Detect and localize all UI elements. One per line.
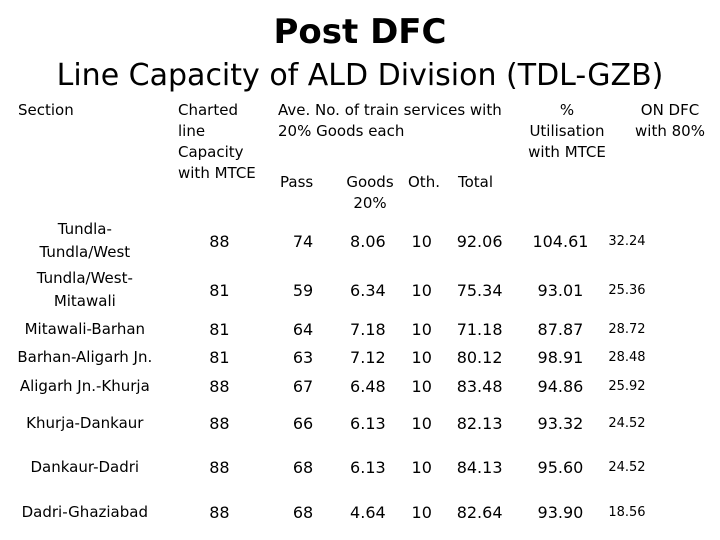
pass-cell: 68 (292, 502, 314, 522)
capacity-cell: 88 (209, 413, 230, 433)
other-cell: 10 (411, 457, 432, 477)
table-row: Dadri-Ghaziabad 88 68 4.64 10 82.64 93.9… (0, 489, 720, 535)
dfc-cell: 25.36 (608, 282, 646, 298)
goods-cell: 4.64 (350, 502, 386, 522)
capacity-cell: 88 (209, 457, 230, 477)
header-charted-line: with MTCE (178, 164, 256, 182)
util-cell: 93.32 (537, 413, 584, 433)
table-row: Barhan-Aligarh Jn. 81 63 7.12 10 80.12 9… (0, 343, 720, 371)
header-dfc-line: ON DFC (640, 101, 700, 119)
header-utilisation: % Utilisation with MTCE (520, 100, 614, 163)
other-cell: 10 (411, 376, 432, 396)
capacity-cell: 81 (209, 280, 230, 300)
goods-cell: 6.34 (350, 280, 386, 300)
other-cell: 10 (411, 231, 432, 251)
util-cell: 87.87 (537, 319, 584, 339)
table-row: Dankaur-Dadri 88 68 6.13 10 84.13 95.60 … (0, 445, 720, 489)
capacity-cell: 81 (209, 319, 230, 339)
header-charted-capacity: Charted line Capacity with MTCE (178, 100, 256, 184)
total-cell: 82.13 (456, 413, 503, 433)
util-cell: 93.01 (537, 280, 584, 300)
goods-cell: 6.48 (350, 376, 386, 396)
util-cell: 93.90 (537, 502, 584, 522)
other-cell: 10 (411, 280, 432, 300)
pass-cell: 68 (292, 457, 314, 477)
header-on-dfc: ON DFC with 80% (622, 100, 718, 142)
goods-cell: 7.18 (350, 319, 386, 339)
goods-cell: 8.06 (350, 231, 386, 251)
section-cell: Tundla- Tundla/West (39, 220, 131, 261)
section-cell: Tundla/West- Mitawali (36, 269, 133, 310)
util-cell: 98.91 (537, 347, 584, 367)
dfc-cell: 25.92 (608, 378, 646, 394)
other-cell: 10 (411, 413, 432, 433)
header-charted-line: Capacity (178, 143, 244, 161)
table-row: Tundla- Tundla/West 88 74 8.06 10 92.06 1… (0, 217, 720, 265)
util-cell: 95.60 (537, 457, 584, 477)
page-subtitle: Line Capacity of ALD Division (TDL-GZB) (56, 58, 664, 93)
capacity-cell: 88 (209, 502, 230, 522)
total-cell: 80.12 (456, 347, 503, 367)
total-cell: 83.48 (456, 376, 503, 396)
pass-cell: 74 (292, 231, 314, 251)
dfc-cell: 24.52 (608, 415, 646, 431)
goods-cell: 6.13 (350, 413, 386, 433)
capacity-cell: 88 (209, 231, 230, 251)
section-cell: Khurja-Dankaur (26, 413, 144, 432)
capacity-cell: 81 (209, 347, 230, 367)
table-row: Khurja-Dankaur 88 66 6.13 10 82.13 93.32… (0, 401, 720, 445)
other-cell: 10 (411, 319, 432, 339)
header-pass: Pass (280, 173, 314, 191)
section-cell: Barhan-Aligarh Jn. (17, 347, 153, 366)
header-charted-line: Charted (178, 101, 238, 119)
header-goods-line: 20% (353, 194, 387, 212)
other-cell: 10 (411, 502, 432, 522)
total-cell: 84.13 (456, 457, 503, 477)
total-cell: 75.34 (456, 280, 503, 300)
dfc-cell: 28.48 (608, 349, 646, 365)
header-goods: Goods 20% (344, 172, 396, 214)
section-cell: Mitawali-Barhan (24, 319, 146, 338)
header-ave-line: Ave. No. of train services with (278, 101, 502, 119)
capacity-cell: 88 (209, 376, 230, 396)
header-ave-line: 20% Goods each (278, 122, 405, 140)
pass-cell: 67 (292, 376, 314, 396)
header-util-line: Utilisation (529, 122, 605, 140)
total-cell: 82.64 (456, 502, 503, 522)
table-row: Mitawali-Barhan 81 64 7.18 10 71.18 87.8… (0, 315, 720, 343)
pass-cell: 66 (292, 413, 314, 433)
util-cell: 104.61 (532, 231, 589, 251)
dfc-cell: 24.52 (608, 459, 646, 475)
table-row: Aligarh Jn.-Khurja 88 67 6.48 10 83.48 9… (0, 371, 720, 401)
header-util-line: % (559, 101, 575, 119)
section-cell: Dankaur-Dadri (30, 457, 140, 476)
table-row: Tundla/West- Mitawali 81 59 6.34 10 75.34… (0, 265, 720, 315)
goods-cell: 6.13 (350, 457, 386, 477)
dfc-cell: 18.56 (608, 504, 646, 520)
header-charted-line: line (178, 122, 206, 140)
dfc-cell: 32.24 (608, 233, 646, 249)
goods-cell: 7.12 (350, 347, 386, 367)
section-cell: Aligarh Jn.-Khurja (19, 376, 150, 395)
header-other: Oth. (408, 173, 440, 191)
pass-cell: 59 (292, 280, 314, 300)
util-cell: 94.86 (537, 376, 584, 396)
page-title: Post DFC (273, 12, 447, 52)
total-cell: 71.18 (456, 319, 503, 339)
pass-cell: 64 (292, 319, 314, 339)
header-section: Section (18, 101, 74, 119)
header-ave-trains: Ave. No. of train services with 20% Good… (278, 100, 502, 142)
header-util-line: with MTCE (528, 143, 606, 161)
section-cell: Dadri-Ghaziabad (21, 502, 148, 521)
header-goods-line: Goods (346, 173, 394, 191)
header-total: Total (458, 173, 494, 191)
total-cell: 92.06 (456, 231, 503, 251)
dfc-cell: 28.72 (608, 321, 646, 337)
capacity-table: Tundla- Tundla/West 88 74 8.06 10 92.06 1… (0, 217, 720, 535)
other-cell: 10 (411, 347, 432, 367)
pass-cell: 63 (292, 347, 314, 367)
header-dfc-line: with 80% (635, 122, 705, 140)
